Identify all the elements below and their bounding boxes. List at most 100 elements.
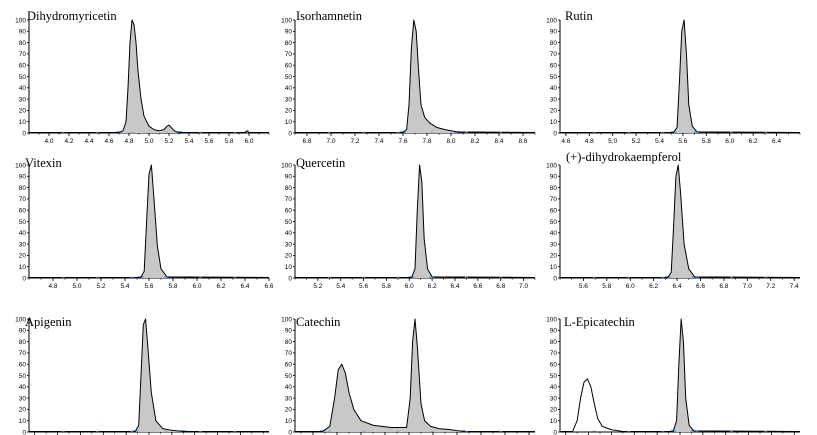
x-tick-label: 6.2 [428,283,437,290]
y-tick-label: 30 [285,241,293,248]
x-tick-label: 6.0 [192,283,201,290]
y-tick-label: 10 [550,418,558,425]
x-tick-label: 8.6 [518,138,527,145]
trace-line [29,19,269,133]
x-tick-label: 5.4 [184,138,193,145]
y-tick-label: 30 [550,395,558,402]
x-tick-label: 6.0 [244,138,253,145]
y-tick-label: 100 [546,162,557,169]
y-tick-label: 40 [550,85,558,92]
x-tick-label: 5.6 [678,138,687,145]
x-tick-label: 6.0 [626,283,635,290]
y-tick-label: 90 [285,328,293,335]
y-tick-label: 50 [19,373,27,380]
chromatogram-dihydrokaempferol: (+)-dihydrokaempferol 0 10 20 30 40 50 60 70 80 9… [546,150,801,290]
y-tick-label: 40 [550,230,558,237]
x-tick-label: 5.0 [144,138,153,145]
y-tick-label: 0 [553,275,557,282]
y-tick-label: 30 [19,241,27,248]
chromatogram-l-epicatechin: L-Epicatechin 01020304050607080901003.84… [546,315,801,435]
y-tick-label: 20 [285,108,293,115]
y-tick-label: 40 [285,85,293,92]
x-tick-label: 4.8 [585,138,594,145]
y-tick-label: 50 [285,219,293,226]
integrated-peak-area [673,319,694,432]
x-tick-label: 5.2 [313,283,322,290]
chromatogram-rutin: Rutin 0 10 20 30 40 50 60 70 80 90 100 4.6 4.8 5.0 5.2… [546,9,801,145]
y-tick-label: 70 [19,196,27,203]
panel-title: Rutin [565,9,594,23]
y-tick-label: 80 [285,185,293,192]
integrated-peak-area [140,165,167,278]
y-tick-label: 20 [285,253,293,260]
x-tick-label: 4.8 [48,283,57,290]
x-tick-label: 7.0 [519,283,528,290]
trace-line [295,164,536,278]
x-tick-label: 5.8 [702,138,711,145]
x-tick-label: 4.6 [104,138,113,145]
x-tick-label: 5.6 [359,283,368,290]
y-tick-label: 70 [285,350,293,357]
x-tick-label: 5.8 [602,283,611,290]
x-tick-label: 4.6 [561,138,570,145]
x-tick-label: 6.8 [496,283,505,290]
trace-line [295,19,536,133]
y-tick-label: 60 [19,63,27,70]
y-tick-label: 60 [285,208,293,215]
y-tick-label: 40 [285,230,293,237]
y-tick-label: 10 [550,264,558,271]
y-tick-label: 10 [19,119,27,126]
y-tick-label: 10 [285,119,293,126]
y-tick-label: 100 [546,17,557,24]
x-tick-label: 6.4 [673,283,682,290]
y-tick-label: 100 [15,316,26,323]
panel-title: Isorhamnetin [296,9,363,23]
panel-title: (+)-dihydrokaempferol [566,150,682,164]
y-tick-label: 100 [281,162,292,169]
y-tick-label: 0 [22,429,26,435]
y-tick-label: 100 [15,162,26,169]
chromatogram-quercetin: Quercetin 0 10 20 30 40 50 60 70 80 90 100 5.2 5.4 5.… [281,156,536,290]
y-tick-label: 80 [285,339,293,346]
y-tick-label: 20 [550,407,558,414]
y-tick-label: 20 [19,253,27,260]
panel-title: Catechin [296,315,341,329]
y-tick-label: 80 [550,185,558,192]
x-tick-label: 5.4 [120,283,129,290]
x-tick-label: 6.0 [725,138,734,145]
y-tick-label: 60 [285,362,293,369]
y-tick-label: 30 [19,395,27,402]
chromatogram-catechin: Catechin 01020304050607080901006.87.07.2… [281,315,535,435]
y-tick-label: 90 [19,29,27,36]
y-tick-label: 30 [550,96,558,103]
y-tick-label: 90 [285,174,293,181]
y-tick-label: 40 [19,384,27,391]
integrated-peak-area [673,20,697,133]
trace-line [560,19,801,133]
y-tick-label: 100 [546,316,557,323]
x-tick-label: 5.6 [144,283,153,290]
y-tick-label: 10 [285,264,293,271]
y-tick-label: 20 [285,407,293,414]
y-tick-label: 80 [285,40,293,47]
y-tick-label: 100 [15,17,26,24]
y-tick-label: 60 [550,63,558,70]
x-tick-label: 6.2 [749,138,758,145]
x-tick-label: 5.2 [96,283,105,290]
x-tick-label: 5.2 [632,138,641,145]
x-tick-label: 6.6 [264,283,273,290]
x-tick-label: 6.8 [719,283,728,290]
x-tick-label: 5.6 [579,283,588,290]
panel-title: Dihydromyricetin [27,9,117,23]
x-tick-label: 5.4 [336,283,345,290]
y-tick-label: 10 [285,418,293,425]
x-tick-label: 5.8 [224,138,233,145]
y-tick-label: 20 [19,108,27,115]
x-tick-label: 8.0 [446,138,455,145]
y-tick-label: 90 [550,174,558,181]
trace-line [29,318,269,432]
y-tick-label: 100 [281,316,292,323]
y-tick-label: 70 [19,51,27,58]
y-tick-label: 50 [285,74,293,81]
